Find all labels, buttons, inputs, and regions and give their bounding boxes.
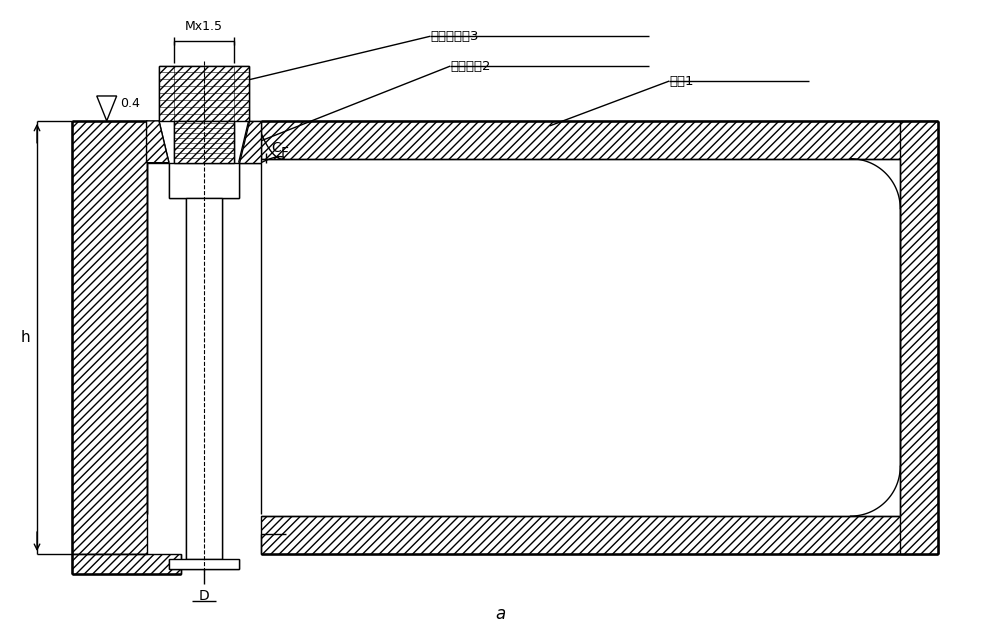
Text: Mx1.5: Mx1.5 — [185, 20, 223, 33]
Text: 0.4: 0.4 — [120, 97, 140, 110]
Bar — [72, 554, 181, 574]
Text: 定位衬套2: 定位衬套2 — [450, 60, 491, 72]
Text: C: C — [271, 141, 281, 155]
Bar — [261, 516, 938, 554]
Text: h: h — [20, 330, 30, 345]
Text: 支架1: 支架1 — [669, 74, 694, 88]
Bar — [72, 121, 147, 554]
Bar — [169, 559, 239, 569]
Bar — [900, 121, 938, 554]
Text: F: F — [281, 146, 289, 160]
Bar — [169, 163, 239, 198]
Polygon shape — [147, 121, 169, 163]
Bar — [186, 198, 222, 559]
Bar — [174, 121, 234, 163]
Text: D: D — [198, 589, 209, 603]
Polygon shape — [239, 121, 261, 163]
Polygon shape — [97, 96, 117, 121]
Bar — [261, 121, 938, 159]
Text: a: a — [495, 605, 505, 623]
Text: 螺纹定位套3: 螺纹定位套3 — [430, 29, 479, 43]
Bar — [159, 66, 249, 121]
